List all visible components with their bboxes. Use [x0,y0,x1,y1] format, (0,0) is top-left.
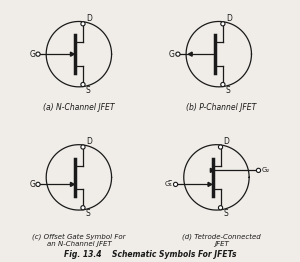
Text: (b) P-Channel JFET: (b) P-Channel JFET [186,103,256,112]
Text: G: G [167,180,173,189]
Text: S: S [224,209,228,218]
Circle shape [81,22,85,26]
Text: S: S [86,209,91,218]
Text: Fig. 13.4    Schematic Symbols For JFETs: Fig. 13.4 Schematic Symbols For JFETs [64,250,236,259]
Text: G: G [29,50,35,59]
Text: D: D [86,137,92,146]
Circle shape [176,52,180,56]
Circle shape [218,206,223,210]
Circle shape [221,83,225,87]
Polygon shape [70,182,74,187]
Circle shape [173,182,178,187]
Circle shape [256,168,261,172]
Polygon shape [208,182,212,187]
Circle shape [36,182,40,187]
Circle shape [218,145,223,149]
Text: S: S [226,86,230,95]
Text: D: D [226,14,232,23]
Text: (c) Offset Gate Symbol For
an N-Channel JFET: (c) Offset Gate Symbol For an N-Channel … [32,234,126,247]
Text: D: D [86,14,92,23]
Circle shape [36,52,40,56]
Text: G₁: G₁ [164,181,173,187]
Circle shape [81,145,85,149]
Text: G₂: G₂ [261,167,270,173]
Circle shape [81,206,85,210]
Text: G: G [169,50,175,59]
Circle shape [221,22,225,26]
Text: (a) N-Channel JFET: (a) N-Channel JFET [43,103,115,112]
Text: G: G [29,180,35,189]
Polygon shape [70,52,74,56]
Polygon shape [210,168,214,172]
Text: D: D [224,137,229,146]
Text: (d) Tetrode-Connected
JFET: (d) Tetrode-Connected JFET [182,234,260,247]
Polygon shape [188,52,192,56]
Circle shape [81,83,85,87]
Text: S: S [86,86,91,95]
